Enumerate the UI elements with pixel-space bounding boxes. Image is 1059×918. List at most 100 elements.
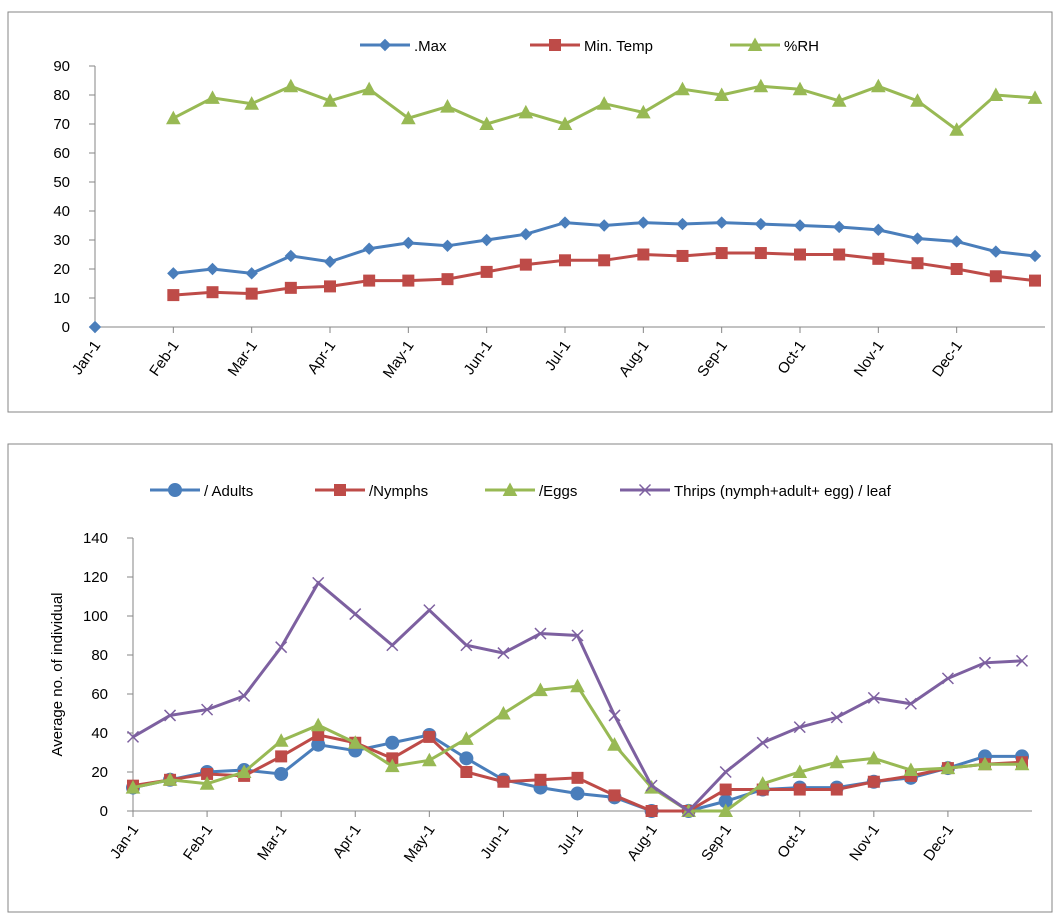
marker <box>598 254 611 267</box>
marker <box>867 775 880 788</box>
marker <box>571 771 584 784</box>
marker <box>872 223 885 237</box>
chart-border <box>7 11 1053 413</box>
marker <box>534 773 547 786</box>
x-tick-label: Jan-1 <box>107 822 142 862</box>
y-axis-label: Average no. of individual <box>49 592 66 756</box>
marker <box>682 804 695 818</box>
marker <box>126 730 140 743</box>
marker <box>793 783 806 796</box>
marker <box>460 639 473 652</box>
marker <box>608 789 621 802</box>
marker <box>459 731 474 745</box>
marker <box>754 217 768 231</box>
marker <box>570 786 585 801</box>
marker <box>637 248 650 261</box>
marker <box>870 78 886 93</box>
marker <box>275 641 288 654</box>
marker <box>747 37 763 51</box>
marker <box>867 691 880 704</box>
marker <box>608 709 621 722</box>
marker <box>423 730 436 743</box>
marker <box>384 758 400 773</box>
marker <box>479 116 495 130</box>
legend-label: / Adults <box>204 483 253 500</box>
marker <box>638 483 652 497</box>
x-tick-label: Mar-1 <box>225 338 261 380</box>
marker <box>165 110 181 125</box>
x-tick-label: Sep-1 <box>698 822 735 865</box>
marker <box>168 483 182 497</box>
marker <box>597 219 611 232</box>
marker <box>989 270 1002 283</box>
x-tick-label: Apr-1 <box>304 338 339 378</box>
y-tick-label: 100 <box>83 608 108 625</box>
marker <box>607 737 622 751</box>
marker <box>637 216 650 229</box>
marker <box>596 96 612 110</box>
marker <box>754 247 767 260</box>
marker <box>284 281 297 294</box>
chart-border <box>7 443 1053 913</box>
marker <box>245 287 258 300</box>
y-tick-label: 0 <box>62 319 70 336</box>
y-tick-label: 90 <box>53 58 70 75</box>
marker <box>635 104 651 119</box>
y-tick-label: 30 <box>53 232 70 249</box>
y-tick-label: 60 <box>53 145 70 162</box>
marker <box>334 484 346 496</box>
marker <box>793 721 806 734</box>
marker <box>362 242 376 255</box>
marker <box>645 805 658 817</box>
marker <box>402 274 415 287</box>
marker <box>676 217 689 231</box>
x-tick-label: Feb-1 <box>146 338 182 380</box>
legend-label: /Nymphs <box>369 483 428 500</box>
marker <box>715 247 728 260</box>
marker <box>866 750 882 765</box>
marker <box>385 735 400 750</box>
y-tick-label: 120 <box>83 569 108 586</box>
marker <box>310 717 326 732</box>
marker <box>273 733 289 747</box>
x-tick-label: May-1 <box>380 338 418 382</box>
marker <box>792 81 808 96</box>
marker <box>460 766 473 778</box>
legend-label: .Max <box>414 38 447 55</box>
marker <box>715 216 728 229</box>
marker <box>718 803 734 817</box>
x-tick-label: Jun-1 <box>477 822 512 862</box>
legend-label: Min. Temp <box>584 38 653 55</box>
marker <box>949 122 965 136</box>
y-tick-label: 0 <box>100 803 108 820</box>
marker <box>402 236 415 250</box>
marker <box>441 273 454 286</box>
marker <box>645 779 658 792</box>
marker <box>274 766 289 781</box>
marker <box>831 93 847 107</box>
x-tick-label: Oct-1 <box>774 338 809 378</box>
marker <box>441 239 454 253</box>
marker <box>238 689 251 702</box>
y-tick-label: 80 <box>53 87 70 104</box>
marker <box>283 78 299 93</box>
marker <box>275 750 288 763</box>
marker <box>312 576 325 589</box>
marker <box>244 96 260 110</box>
marker <box>519 227 533 241</box>
marker <box>1015 654 1029 667</box>
marker <box>911 232 924 245</box>
marker <box>421 752 437 767</box>
marker <box>480 233 493 247</box>
marker <box>206 286 219 299</box>
marker <box>910 93 925 107</box>
marker <box>978 656 991 669</box>
marker <box>363 274 376 287</box>
x-tick-label: Dec-1 <box>920 822 957 865</box>
marker <box>167 267 180 280</box>
marker <box>792 764 808 778</box>
x-tick-label: Jun-1 <box>460 338 495 378</box>
x-tick-label: Nov-1 <box>851 338 888 381</box>
marker <box>518 104 534 119</box>
marker <box>977 756 993 771</box>
